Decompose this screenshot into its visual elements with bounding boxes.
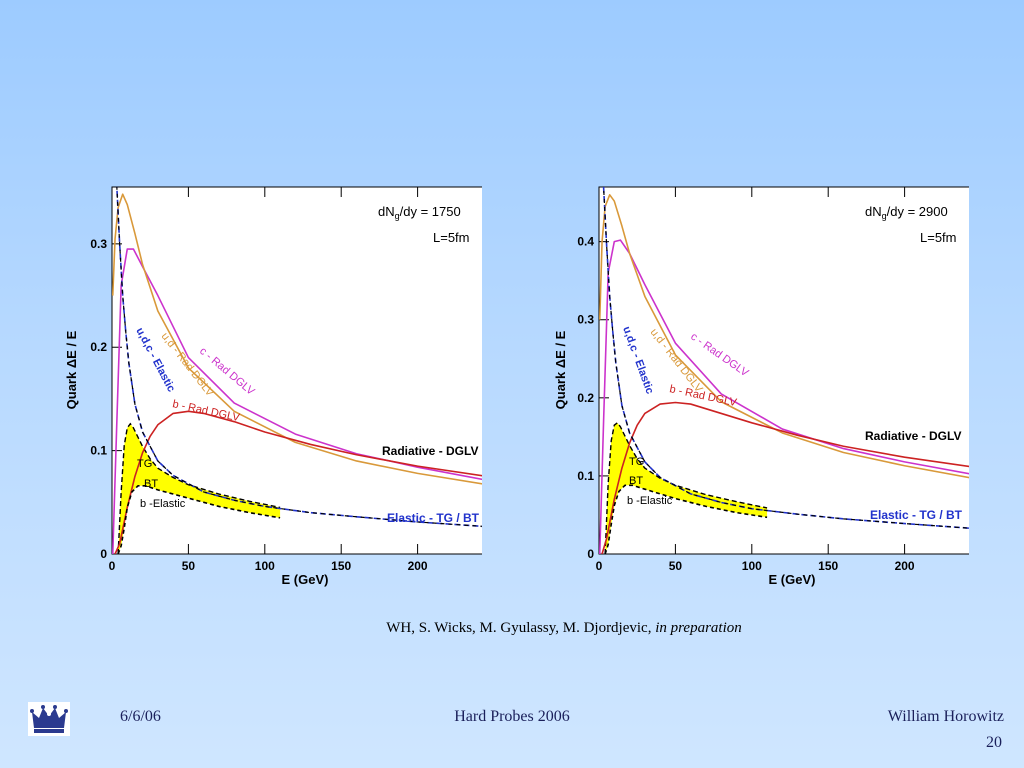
annotation-tg: TG (629, 456, 644, 468)
series-line-overlay (602, 187, 969, 529)
x-tick-label: 200 (895, 559, 915, 573)
footer-conference: Hard Probes 2006 (454, 708, 570, 725)
annotation-bt: BT (629, 475, 643, 487)
series-line (601, 401, 969, 554)
x-tick-label: 50 (182, 559, 196, 573)
annotation-radiative: Radiative - DGLV (382, 444, 478, 458)
y-tick-label: 0.4 (577, 235, 594, 249)
citation-status: in preparation (655, 620, 742, 636)
x-tick-label: 150 (818, 559, 838, 573)
annotation-tg: TG (137, 458, 152, 470)
y-tick-label: 0 (100, 547, 107, 561)
annotation-radiative: Radiative - DGLV (865, 429, 961, 443)
series-label-b-elastic: b -Elastic (140, 498, 186, 510)
tick-labels: 05010015020025000.10.20.3 (90, 237, 428, 573)
series-lines (599, 187, 969, 554)
series-line (116, 187, 482, 528)
annotation-dndy: dNg/dy = 1750 (378, 204, 461, 221)
series-line (112, 248, 482, 554)
y-tick-label: 0.1 (90, 444, 107, 458)
x-tick-label: 100 (255, 559, 275, 573)
y-tick-label: 0.1 (577, 469, 594, 483)
y-tick-label: 0.3 (577, 313, 594, 327)
y-tick-label: 0.3 (90, 237, 107, 251)
annotation-length: L=5fm (920, 230, 957, 245)
citation: WH, S. Wicks, M. Gyulassy, M. Djordjevic… (0, 620, 1024, 637)
x-tick-label: 50 (669, 559, 683, 573)
chart-right-svg: 05010015020025000.10.20.30.4 E (GeV) Qua… (553, 186, 969, 587)
y-tick-label: 0.2 (90, 340, 107, 354)
y-tick-label: 0.2 (577, 391, 594, 405)
tick-marks (111, 187, 419, 555)
yellow-band-area (605, 422, 768, 554)
footer-date: 6/6/06 (120, 708, 161, 725)
elastic-band (604, 421, 768, 554)
y-axis-label: Quark ΔE / E (64, 330, 79, 409)
tg-band-edge (604, 421, 768, 554)
chart-left-svg: 05010015020025000.10.20.3 E (GeV) Quark … (64, 186, 482, 587)
chart-left: 05010015020025000.10.20.3 E (GeV) Quark … (62, 178, 482, 598)
tick-marks (598, 187, 906, 555)
tick-labels: 05010015020025000.10.20.30.4 (577, 235, 915, 573)
footer-author: William Horowitz (887, 708, 1004, 725)
annotation-elastic: Elastic - TG / BT (870, 508, 963, 522)
x-axis-label: E (GeV) (282, 572, 329, 587)
page-number: 20 (986, 734, 1002, 751)
x-tick-label: 0 (109, 559, 116, 573)
x-tick-label: 0 (596, 559, 603, 573)
series-lines (112, 187, 482, 554)
y-tick-label: 0 (587, 547, 594, 561)
annotation-bt: BT (144, 478, 158, 490)
series-line (604, 484, 768, 554)
x-tick-label: 200 (408, 559, 428, 573)
chart-right: 05010015020025000.10.20.30.4 E (GeV) Qua… (549, 178, 969, 598)
tg-band-edge (117, 422, 281, 554)
crown-logo-icon (28, 702, 70, 736)
x-tick-label: 150 (331, 559, 351, 573)
x-tick-label: 100 (742, 559, 762, 573)
series-line (599, 194, 969, 479)
series-line (117, 484, 281, 554)
annotation-length: L=5fm (433, 230, 470, 245)
y-axis-label: Quark ΔE / E (553, 330, 568, 409)
citation-authors: WH, S. Wicks, M. Gyulassy, M. Djordjevic… (386, 620, 652, 636)
series-label-b-elastic: b -Elastic (627, 495, 673, 507)
annotation-dndy: dNg/dy = 2900 (865, 204, 948, 221)
annotation-elastic: Elastic - TG / BT (387, 511, 480, 525)
x-axis-label: E (GeV) (769, 572, 816, 587)
series-line-overlay (116, 187, 482, 527)
series-line (112, 193, 482, 485)
